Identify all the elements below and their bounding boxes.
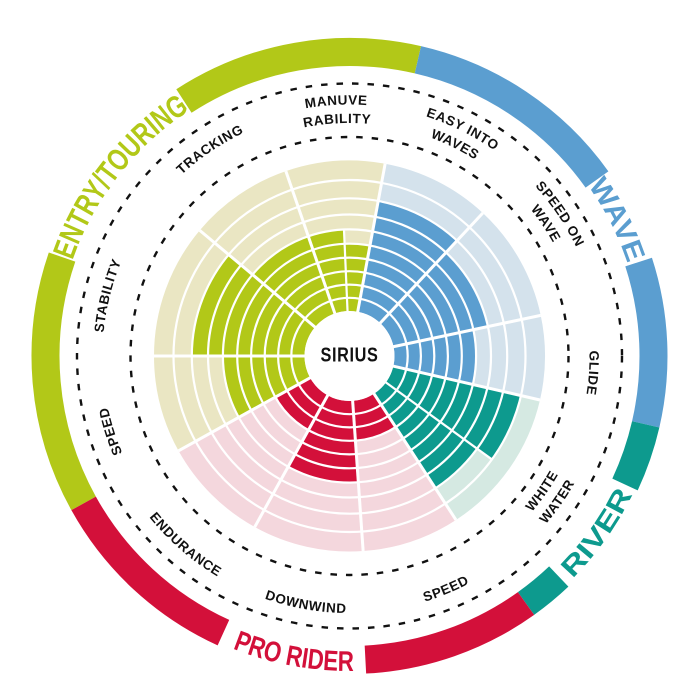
sector-value-tracking — [252, 236, 335, 328]
band-arc-entry_touring-1 — [31, 252, 96, 511]
sector-value-maneuverability-part1 — [308, 229, 348, 314]
label-speed-wave-side: SPEED — [421, 572, 471, 604]
step-boundary-maneuverability — [342, 229, 349, 313]
sector-value-speed-on-wave — [380, 252, 488, 347]
group-title-wave: WAVE — [583, 172, 651, 266]
layer-dashed-circles — [75, 82, 624, 630]
sector-boundary — [392, 313, 542, 349]
label-glide: GLIDE — [583, 351, 601, 397]
sector-boundary — [351, 399, 365, 552]
sector-boundary — [253, 393, 330, 528]
sector-boundary — [372, 392, 458, 521]
label-endurance: ENDURANCE — [147, 509, 224, 579]
layer-grid-lines — [154, 163, 542, 552]
sector-value-downwind — [288, 395, 359, 483]
sector-value-speed-wave-side — [352, 393, 396, 441]
band-arc-river-2 — [517, 566, 569, 615]
label-maneuverability-line2: RABILITY — [302, 111, 372, 130]
label-downwind: DOWNWIND — [264, 587, 347, 616]
group-title-entry_touring: ENTRY/TOURING — [46, 87, 194, 263]
sector-boundary — [177, 376, 312, 453]
band-arc-river-1 — [612, 421, 660, 491]
sector-boundary — [198, 229, 317, 329]
sector-boundary — [356, 163, 387, 314]
dashed-circle-inner — [129, 135, 570, 577]
label-stability: STABILITY — [92, 257, 125, 333]
sector-boundary — [378, 211, 484, 325]
step-boundary-white-water — [384, 380, 493, 461]
group-title-pro_rider: PRO RIDER — [230, 625, 354, 678]
sector-boundary — [284, 170, 337, 315]
sector-value-white-water-part2 — [374, 382, 478, 489]
layer-center: SIRIUS — [304, 311, 395, 401]
label-tracking: TRACKING — [174, 122, 246, 177]
center-circle — [304, 311, 395, 401]
dashed-circle-outer — [75, 82, 624, 630]
band-arc-entry_touring-2 — [176, 38, 422, 113]
sector-value-maneuverability-part2 — [344, 243, 370, 312]
band-arc-pro_rider-2 — [71, 496, 230, 646]
sector-value-speed-touring-side — [222, 356, 311, 418]
label-speed-touring-side: SPEED — [96, 406, 125, 458]
band-arc-wave-2 — [625, 257, 668, 428]
sector-boundary — [392, 364, 541, 402]
center-label: SIRIUS — [321, 344, 379, 367]
band-arc-wave-1 — [414, 46, 609, 188]
band-arc-pro_rider-1 — [364, 592, 535, 674]
sector-value-stability — [191, 254, 316, 356]
label-maneuverability-line1: MANUVE — [304, 92, 368, 111]
